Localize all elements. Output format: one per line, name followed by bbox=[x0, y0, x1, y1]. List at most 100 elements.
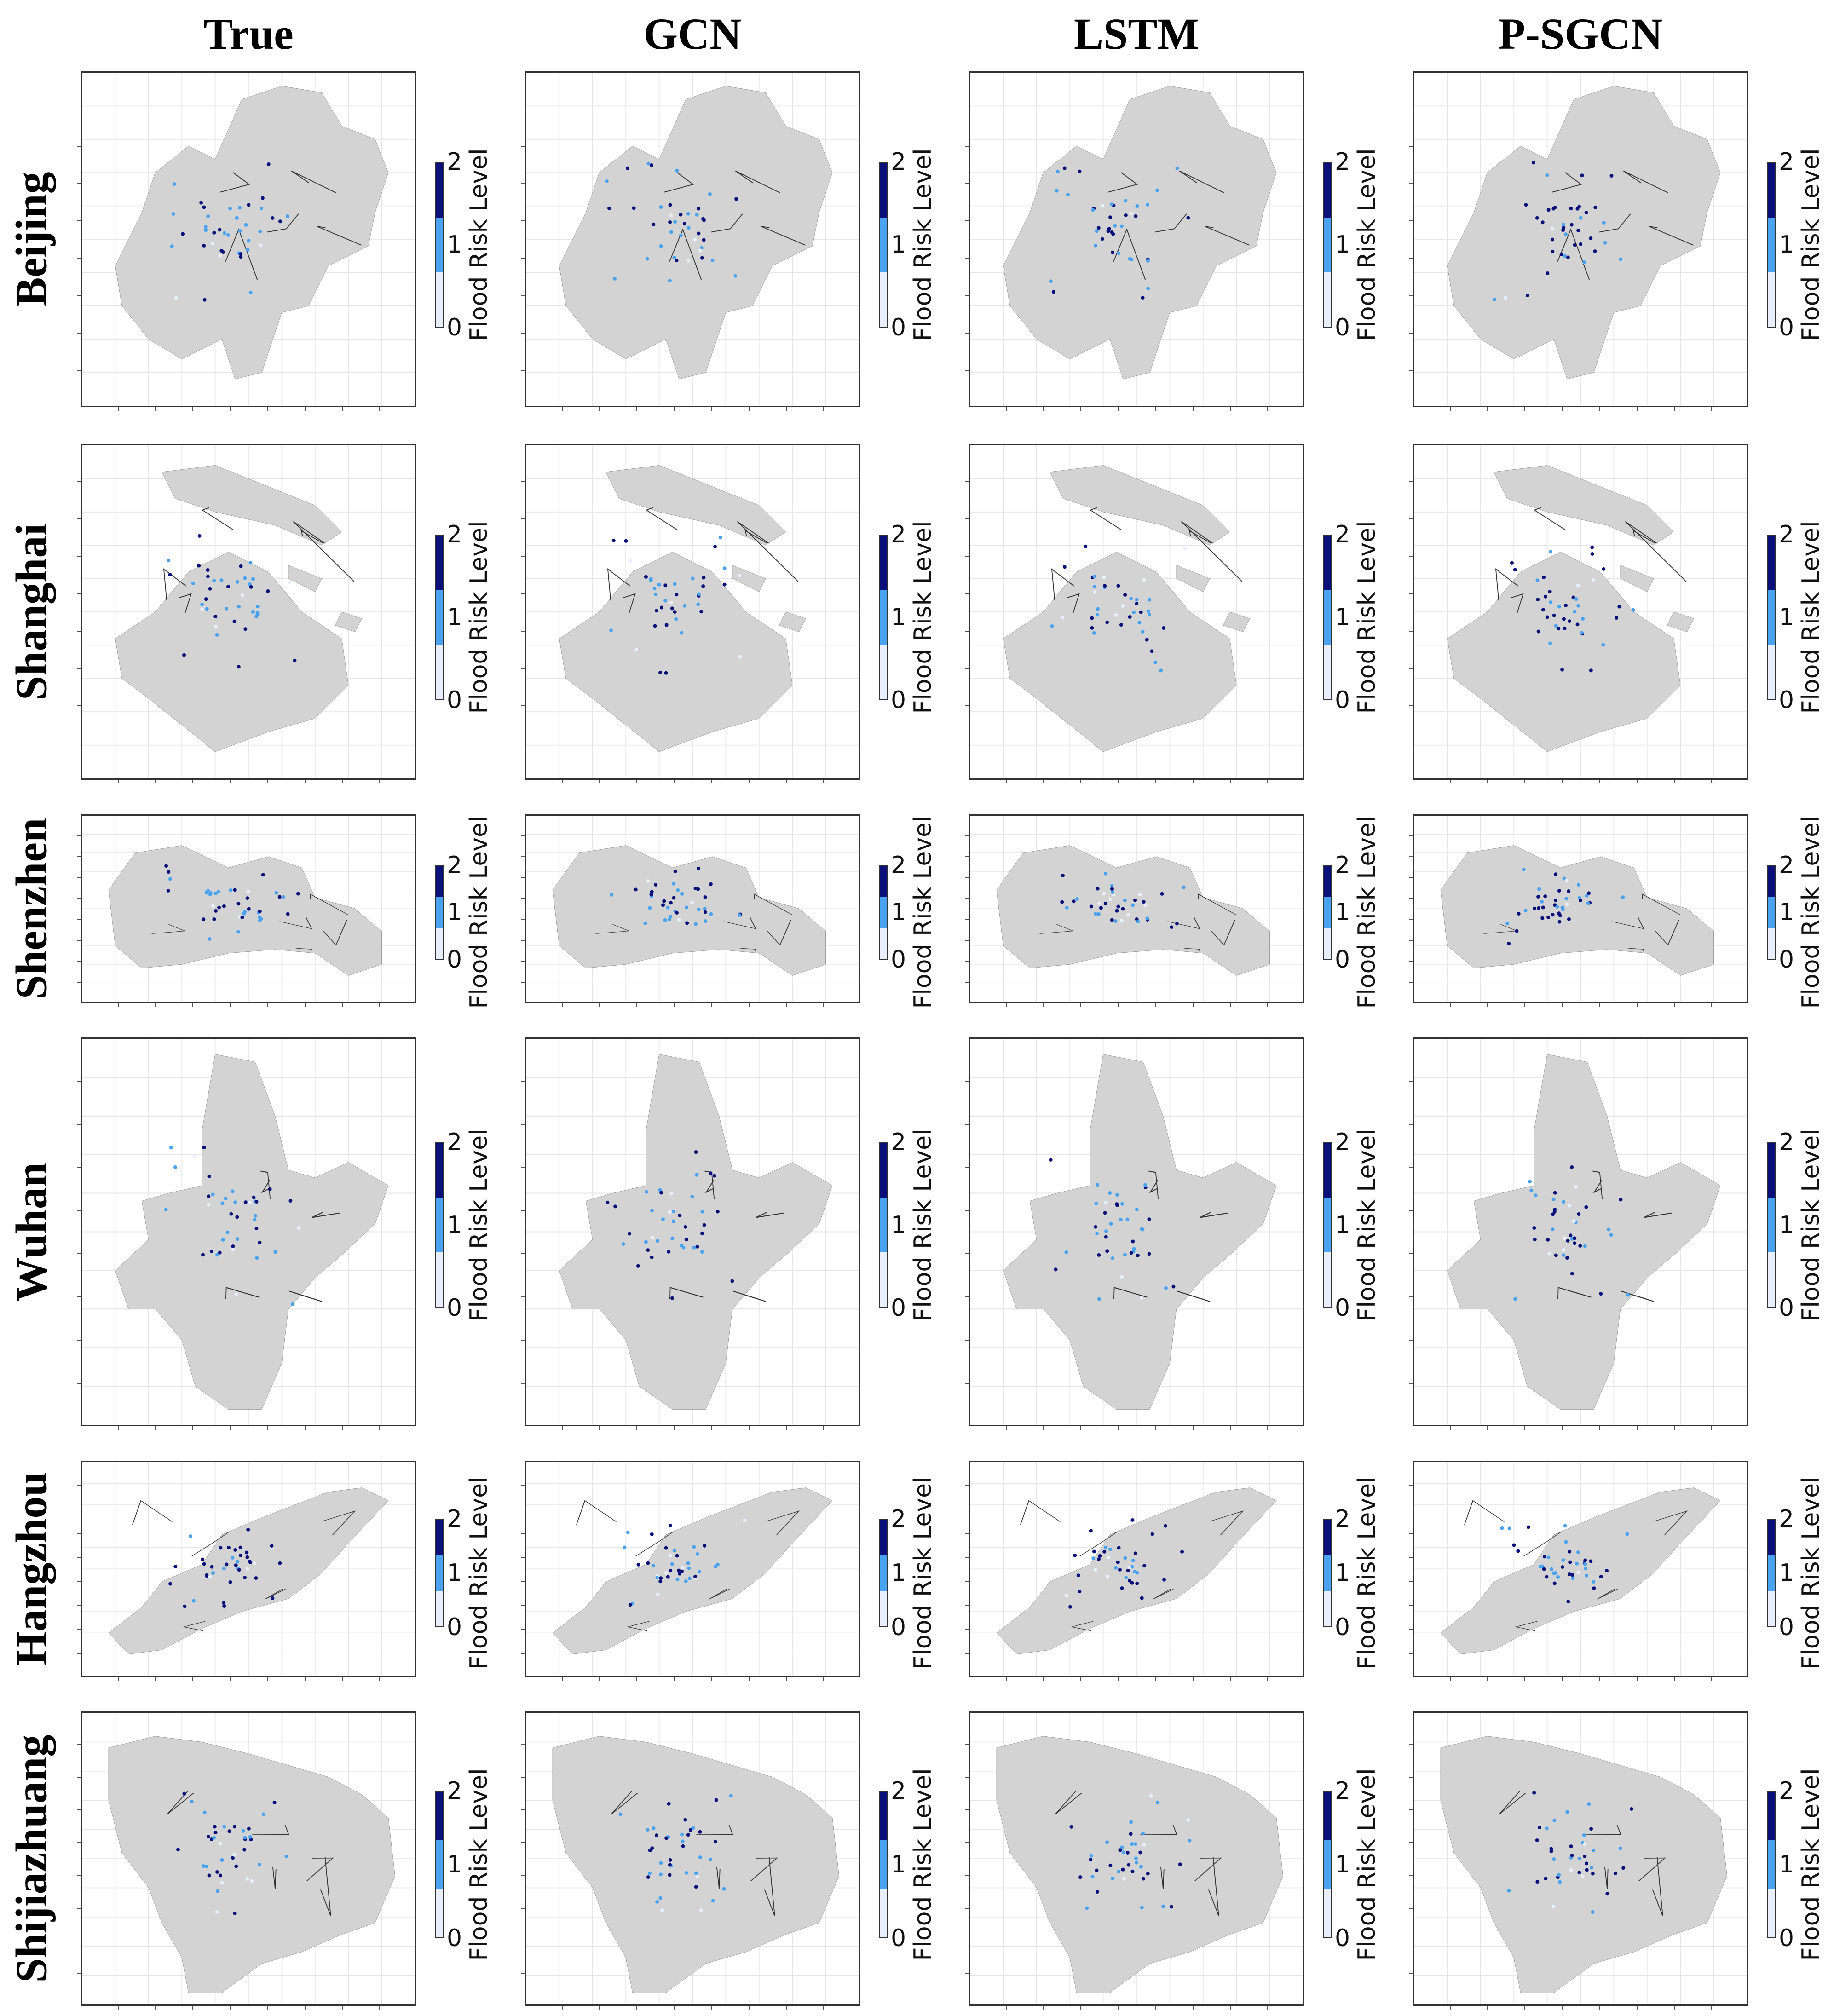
axis-tick bbox=[965, 1556, 969, 1558]
colorbar-segment bbox=[1324, 1198, 1331, 1253]
axis-tick bbox=[965, 481, 969, 483]
colorbar-segment bbox=[1768, 1889, 1775, 1937]
colorbar-segment bbox=[436, 1143, 443, 1198]
axis-tick bbox=[1118, 1003, 1119, 1007]
colorbar-segment bbox=[880, 1555, 887, 1591]
axis-tick bbox=[965, 1629, 969, 1630]
risk-point bbox=[644, 1240, 648, 1244]
risk-point bbox=[1583, 1842, 1587, 1846]
risk-point bbox=[1064, 1250, 1068, 1254]
risk-point bbox=[1139, 1865, 1143, 1869]
risk-point bbox=[1092, 585, 1096, 589]
risk-point bbox=[1537, 887, 1541, 891]
risk-point bbox=[718, 536, 722, 540]
district-border bbox=[1552, 172, 1582, 193]
risk-point bbox=[1564, 232, 1568, 236]
risk-point bbox=[1576, 228, 1580, 232]
district-border bbox=[1625, 521, 1687, 582]
risk-point bbox=[699, 1908, 703, 1912]
risk-point bbox=[1049, 279, 1053, 283]
risk-point bbox=[679, 213, 683, 217]
colorbar-segment bbox=[880, 927, 887, 959]
risk-point bbox=[171, 212, 175, 216]
risk-point bbox=[1552, 1581, 1557, 1585]
risk-point bbox=[225, 1562, 229, 1567]
risk-point bbox=[1089, 1854, 1093, 1858]
risk-point bbox=[1562, 226, 1566, 230]
risk-point bbox=[1535, 578, 1540, 582]
axis-tick bbox=[521, 668, 525, 669]
risk-point bbox=[1538, 1826, 1542, 1829]
colorbar-tick-label: 1 bbox=[1335, 1850, 1350, 1878]
risk-point bbox=[646, 1875, 651, 1879]
colorbar-tick-label: 2 bbox=[1335, 148, 1350, 176]
risk-point bbox=[1582, 1833, 1586, 1837]
risk-point bbox=[1066, 192, 1070, 196]
risk-point bbox=[704, 919, 708, 923]
risk-point bbox=[246, 1527, 250, 1532]
axis-tick bbox=[965, 1605, 969, 1606]
axis-tick bbox=[785, 1426, 787, 1430]
colorbar-segment bbox=[1768, 1590, 1775, 1626]
axis-tick bbox=[1450, 407, 1451, 411]
map-svg bbox=[970, 73, 1303, 406]
axis-tick bbox=[1450, 2006, 1451, 2010]
risk-point bbox=[695, 1874, 699, 1878]
risk-point bbox=[1110, 230, 1114, 234]
risk-point bbox=[691, 1826, 695, 1830]
risk-point bbox=[681, 1566, 685, 1570]
risk-point bbox=[261, 873, 265, 877]
risk-point bbox=[618, 1812, 623, 1816]
risk-point bbox=[1170, 925, 1174, 929]
risk-point bbox=[1148, 613, 1152, 617]
axis-tick bbox=[1267, 1677, 1268, 1681]
district-border bbox=[1070, 1621, 1094, 1631]
risk-point bbox=[168, 877, 172, 881]
axis-tick bbox=[77, 369, 81, 371]
risk-point bbox=[1113, 224, 1117, 228]
risk-point bbox=[182, 1791, 186, 1796]
colorbar-segment bbox=[1768, 272, 1775, 327]
risk-point bbox=[664, 671, 668, 675]
axis-tick bbox=[77, 1532, 81, 1534]
risk-point bbox=[231, 1856, 235, 1860]
colorbar-tick-label: 2 bbox=[891, 851, 906, 879]
risk-point bbox=[222, 1601, 226, 1605]
risk-point bbox=[1545, 615, 1549, 619]
axis-tick bbox=[1080, 1003, 1082, 1007]
risk-point bbox=[646, 161, 651, 166]
colorbar-label: Flood Risk Level bbox=[1797, 1768, 1825, 1961]
axis-tick bbox=[1711, 780, 1712, 783]
axis-tick bbox=[521, 369, 525, 371]
risk-point bbox=[1567, 917, 1571, 921]
risk-point bbox=[1103, 902, 1107, 906]
risk-point bbox=[695, 1244, 699, 1249]
risk-point bbox=[1109, 1222, 1113, 1226]
colorbar-segment bbox=[436, 590, 443, 645]
risk-point bbox=[286, 214, 290, 218]
district-border bbox=[709, 1589, 730, 1600]
risk-point bbox=[1099, 906, 1103, 910]
city-outline bbox=[115, 1054, 388, 1410]
colorbar bbox=[879, 535, 888, 701]
risk-point bbox=[225, 1230, 230, 1234]
risk-point bbox=[1578, 1244, 1582, 1248]
risk-point bbox=[1540, 899, 1544, 904]
axis-tick bbox=[304, 1003, 306, 1007]
risk-point bbox=[243, 1200, 248, 1204]
axis-tick bbox=[965, 835, 969, 836]
axis-tick bbox=[230, 1677, 231, 1681]
risk-point bbox=[698, 1570, 701, 1574]
risk-point bbox=[1104, 1235, 1108, 1239]
risk-point bbox=[702, 1223, 706, 1227]
map-panel-shanghai-lstm bbox=[969, 444, 1304, 780]
risk-point bbox=[1141, 629, 1145, 634]
risk-point bbox=[1140, 1906, 1144, 1910]
risk-point bbox=[277, 895, 282, 899]
colorbar-segment bbox=[1324, 1555, 1331, 1591]
axis-tick bbox=[379, 2006, 380, 2010]
risk-point bbox=[1566, 255, 1570, 259]
axis-tick bbox=[77, 1629, 81, 1630]
risk-point bbox=[1123, 1253, 1127, 1257]
district-border bbox=[191, 1532, 229, 1557]
